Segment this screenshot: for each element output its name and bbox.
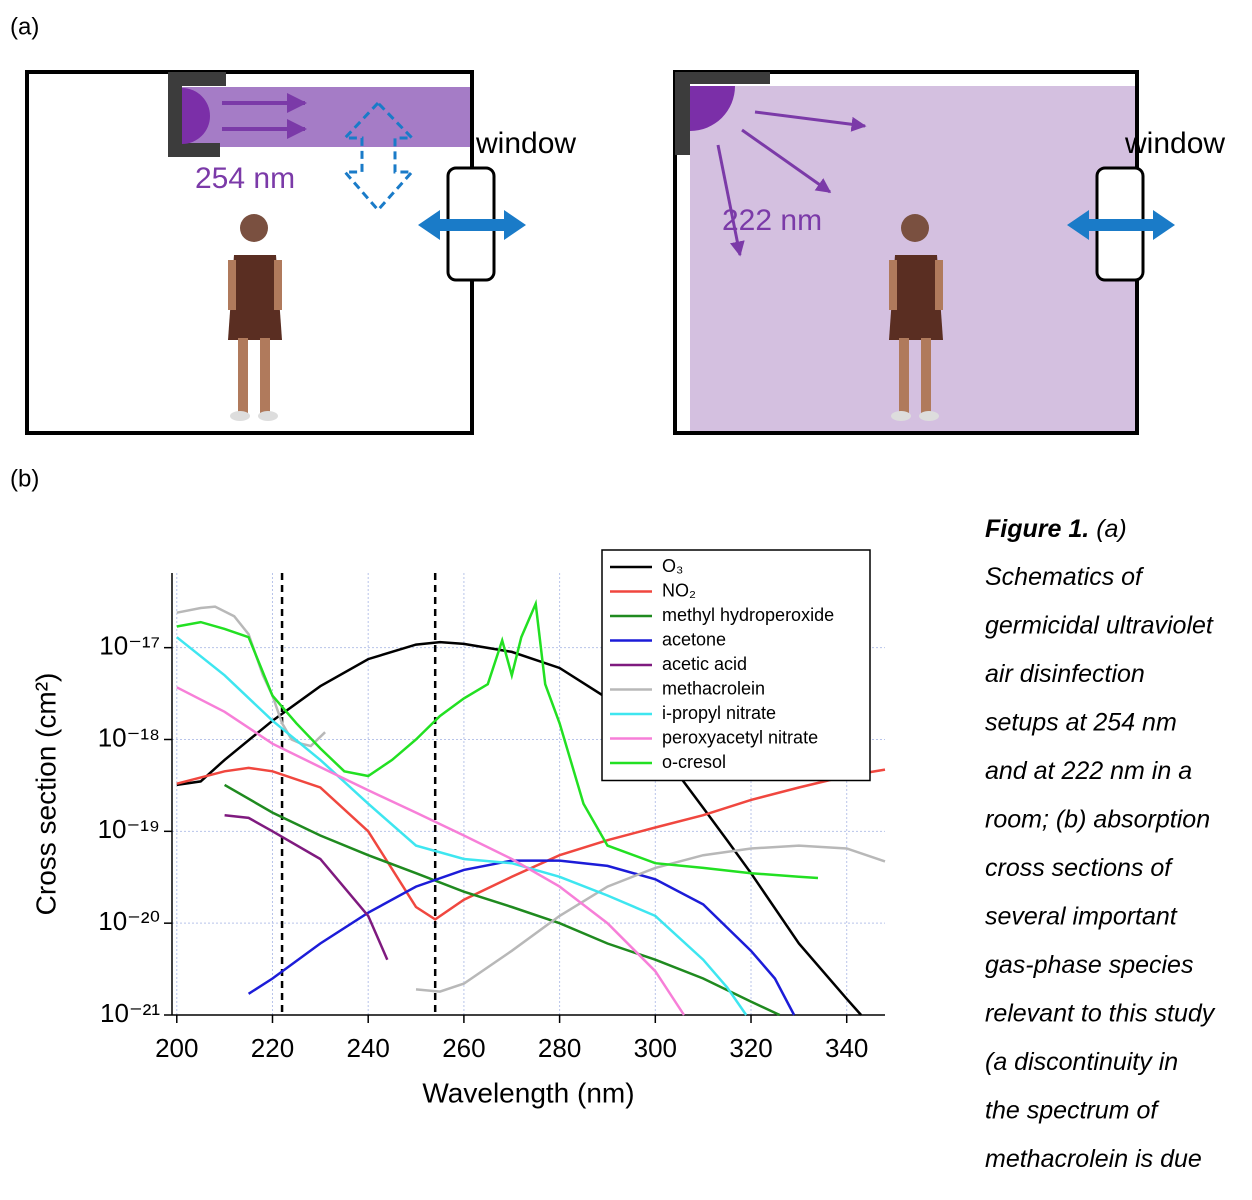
y-tick-label: 10⁻²⁰ <box>98 906 160 936</box>
caption-line: cross sections of <box>985 854 1174 882</box>
caption: Figure 1.(a) Schematics of germicidal ultr… <box>985 515 1216 1174</box>
x-axis-title: Wavelength (nm) <box>422 1077 634 1108</box>
caption-line: relevant to this study <box>985 1000 1216 1028</box>
legend-label: methyl hydroperoxide <box>662 605 834 625</box>
caption-line: Figure 1.(a) <box>985 515 1127 543</box>
room-222: 222 nm window <box>675 72 1225 433</box>
caption-line: gas-phase species <box>985 951 1193 979</box>
x-tick-label: 240 <box>346 1033 389 1063</box>
caption-line: methacrolein is due <box>985 1145 1202 1173</box>
caption-line: (a discontinuity in <box>985 1048 1178 1076</box>
x-tick-label: 260 <box>442 1033 485 1063</box>
legend-label: O₃ <box>662 556 683 576</box>
legend-label: acetic acid <box>662 654 747 674</box>
legend-label: NO₂ <box>662 580 696 600</box>
body: (a) 254 nm window 222 nm <box>0 0 1252 1200</box>
room-254: 254 nm window <box>27 72 576 433</box>
y-tick-label: 10⁻¹⁹ <box>98 814 160 844</box>
window-label: window <box>475 127 576 160</box>
caption-line: and at 222 nm in a <box>985 757 1192 785</box>
legend-label: o-cresol <box>662 752 726 772</box>
y-axis-title: Cross section (cm²) <box>30 673 61 916</box>
legend-label: methacrolein <box>662 678 765 698</box>
x-tick-label: 300 <box>634 1033 677 1063</box>
figure: (a) 254 nm window 222 nm <box>0 0 1252 1200</box>
x-tick-label: 220 <box>251 1033 294 1063</box>
panel-label: (a) <box>10 13 39 40</box>
x-tick-label: 200 <box>155 1033 198 1063</box>
caption-line: Schematics of <box>985 563 1145 591</box>
y-tick-label: 10⁻²¹ <box>100 998 160 1028</box>
chart: 10⁻²¹ 10⁻²⁰ 10⁻¹⁹ 10⁻¹⁸ 10⁻¹⁷ 200 220 240 260 280… <box>30 550 885 1108</box>
legend-label: peroxyacetyl nitrate <box>662 727 818 747</box>
wavelength-label: 254 nm <box>195 162 295 195</box>
y-tick-label: 10⁻¹⁸ <box>98 722 160 752</box>
caption-line: air disinfection <box>985 660 1145 688</box>
caption-line: several important <box>985 903 1178 931</box>
series-line <box>249 861 795 1015</box>
legend-label: i-propyl nitrate <box>662 703 776 723</box>
x-tick-label: 280 <box>538 1033 581 1063</box>
legend-label: acetone <box>662 629 726 649</box>
panel-label: (b) <box>10 465 39 492</box>
x-tick-label: 340 <box>825 1033 868 1063</box>
series-line <box>225 815 388 960</box>
caption-line: germicidal ultraviolet <box>985 612 1214 640</box>
page: {"panel_a": {"label": "(a)", "left_wavel… <box>0 0 1252 1200</box>
window-label: window <box>1124 127 1225 160</box>
caption-line: setups at 254 nm <box>985 709 1177 737</box>
caption-label: Figure 1. <box>985 515 1089 543</box>
y-tick-label: 10⁻¹⁷ <box>99 631 160 661</box>
x-tick-label: 320 <box>729 1033 772 1063</box>
caption-line: room; (b) absorption <box>985 806 1210 834</box>
caption-text: (a) <box>1096 515 1127 543</box>
caption-line: the spectrum of <box>985 1097 1160 1125</box>
wavelength-label: 222 nm <box>722 204 822 237</box>
